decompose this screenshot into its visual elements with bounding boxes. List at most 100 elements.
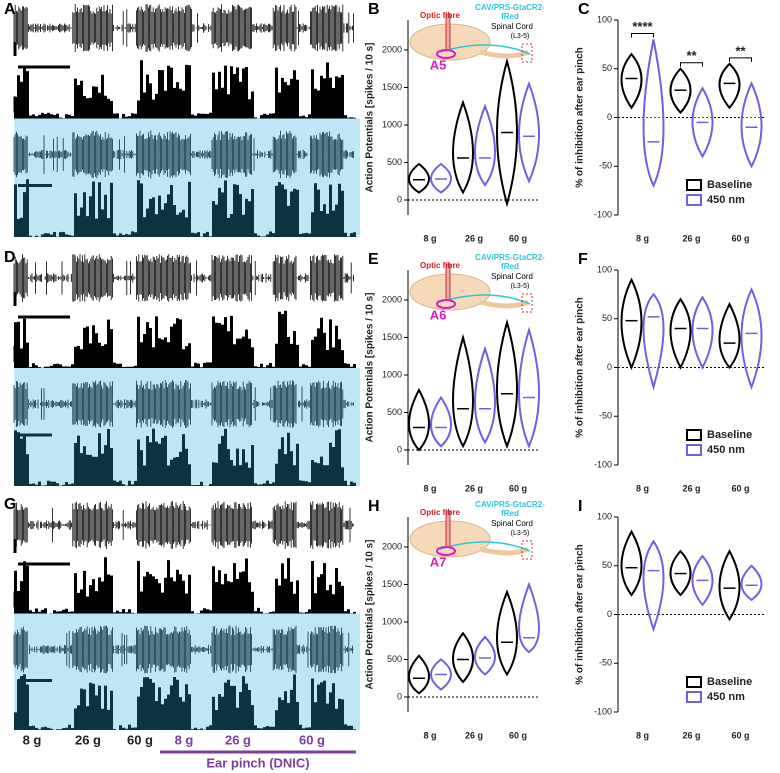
violin — [620, 529, 643, 597]
nucleus-marker — [436, 49, 456, 59]
x-tick-label: 8 g — [636, 483, 649, 493]
recording-trace — [13, 380, 354, 428]
panel-label: A — [4, 1, 16, 18]
rate-histogram — [14, 310, 356, 368]
violin — [408, 387, 430, 452]
cord-section — [521, 293, 533, 313]
legend-swatch — [686, 676, 702, 688]
y-tick-label: 100 — [597, 14, 612, 24]
violin — [408, 654, 430, 695]
x-tick-label: 26 g — [682, 483, 700, 493]
rate-histogram — [14, 674, 356, 730]
legend-swatch — [686, 429, 702, 441]
y-tick-label: 50 — [602, 313, 612, 323]
violin — [518, 581, 540, 654]
violin — [740, 564, 763, 602]
rate-histogram — [14, 179, 356, 237]
x-tick-label: 8 g — [423, 730, 436, 740]
inset-label: fRed — [501, 509, 519, 518]
rate-histogram — [14, 557, 356, 614]
violin — [620, 277, 643, 371]
panel-label: E — [368, 251, 379, 268]
violin — [452, 99, 474, 195]
violin — [408, 162, 430, 194]
recording-trace — [13, 625, 354, 674]
legend-swatch — [686, 691, 702, 703]
violin — [642, 39, 665, 189]
y-tick-label: -100 — [594, 706, 612, 716]
violin — [718, 549, 741, 622]
significance-bracket — [729, 57, 752, 62]
violin — [430, 395, 452, 448]
y-tick-label: 1000 — [382, 616, 402, 626]
legend-label: 450 nm — [707, 444, 745, 456]
y-tick-label: 0 — [607, 362, 612, 372]
violin — [452, 333, 474, 449]
cord-section — [521, 43, 533, 63]
inset-label: A6 — [430, 307, 447, 322]
x-tick-label: 60 g — [509, 483, 527, 493]
x-tick-label: 26 g — [465, 730, 483, 740]
dnic-condition-label: 26 g — [225, 732, 251, 747]
y-axis-label: Action Potentials [spikes / 10 s] — [365, 42, 376, 192]
y-tick-label: -50 — [599, 658, 612, 668]
significance-label: ** — [686, 48, 697, 63]
inset-label: Optic fibre — [420, 508, 461, 517]
legend-swatch — [686, 194, 702, 206]
y-tick-label: 0 — [607, 609, 612, 619]
violin — [496, 318, 518, 450]
inset-label: fRed — [501, 12, 519, 21]
significance-label: ** — [735, 43, 746, 58]
inset-label: fRed — [501, 262, 519, 271]
inset-label: (L3-5) — [511, 530, 530, 537]
spinal-cord — [479, 49, 530, 59]
significance-label: **** — [632, 19, 653, 34]
legend-label: 450 nm — [707, 691, 745, 703]
violin — [474, 635, 496, 676]
violin — [669, 297, 692, 370]
condition-label: 60 g — [127, 732, 153, 747]
y-tick-label: 500 — [387, 407, 402, 417]
legend-label: Baseline — [707, 429, 752, 441]
recording-trace — [13, 4, 354, 52]
y-tick-label: 100 — [597, 511, 612, 521]
condition-label: 26 g — [75, 732, 101, 747]
x-tick-label: 60 g — [731, 233, 749, 243]
legend-label: 450 nm — [707, 194, 745, 206]
panel-label: F — [578, 251, 588, 268]
rate-histogram — [14, 60, 356, 119]
violin — [691, 295, 714, 370]
significance-bracket — [680, 62, 703, 67]
y-tick-label: -50 — [599, 411, 612, 421]
y-tick-label: 50 — [602, 63, 612, 73]
y-tick-label: 50 — [602, 560, 612, 570]
y-tick-label: 1000 — [382, 119, 402, 129]
violin — [642, 539, 665, 633]
inset-label: Optic fibre — [420, 11, 461, 20]
y-tick-label: 1500 — [382, 579, 402, 589]
y-axis-label: Action Potentials [spikes / 10 s] — [365, 539, 376, 689]
recording-trace — [13, 130, 354, 179]
y-axis-label: Action Potentials [spikes / 10 s] — [365, 292, 376, 442]
x-tick-label: 60 g — [509, 233, 527, 243]
rate-histogram — [14, 428, 356, 486]
light-background — [14, 118, 360, 237]
y-tick-label: 1500 — [382, 82, 402, 92]
violin — [518, 326, 540, 449]
y-tick-label: 0 — [397, 444, 402, 454]
inset-label: CAV/PRS-GtaCR2- — [475, 500, 545, 509]
inset-label: CAV/PRS-GtaCR2- — [475, 253, 545, 262]
y-axis-label: % of inhibition after ear pinch — [575, 297, 586, 438]
y-tick-label: 2000 — [382, 541, 402, 551]
y-tick-label: 500 — [387, 157, 402, 167]
y-tick-label: 0 — [607, 112, 612, 122]
x-tick-label: 26 g — [465, 233, 483, 243]
spinal-cord — [479, 299, 530, 309]
inset-label: Optic fibre — [420, 261, 461, 270]
violin — [496, 589, 518, 677]
spinal-cord — [479, 546, 530, 556]
inset-label: Spinal Cord — [491, 519, 533, 528]
y-axis-label: % of inhibition after ear pinch — [575, 47, 586, 188]
inset-label: A5 — [430, 57, 447, 72]
inset-label: (L3-5) — [511, 33, 530, 40]
